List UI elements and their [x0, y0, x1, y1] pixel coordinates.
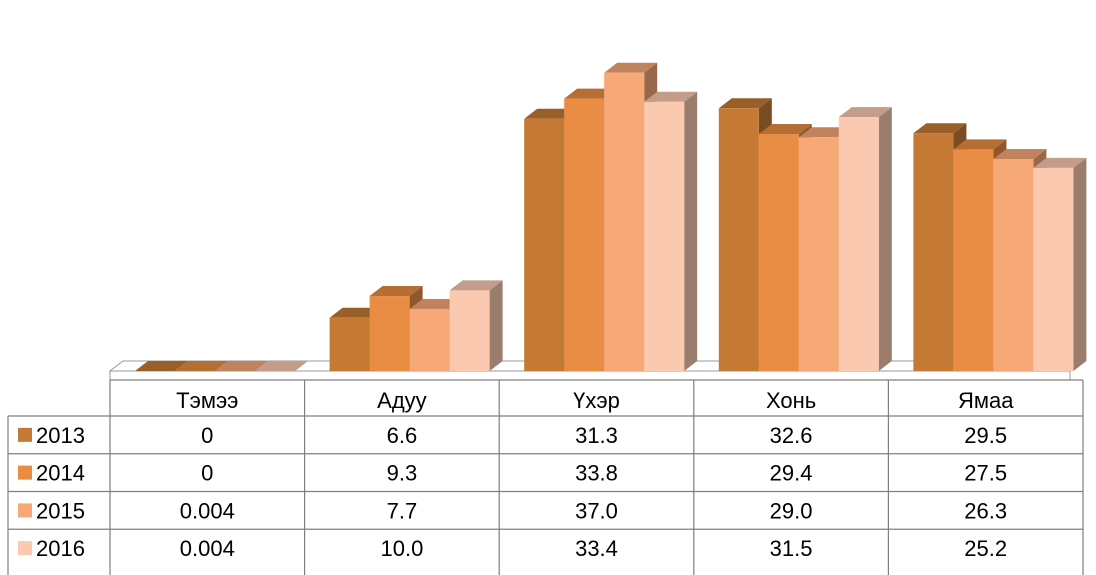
data-label-2014-2: 33.8 — [575, 461, 618, 486]
bar-side-2016-1 — [489, 280, 503, 371]
data-label-2015-1: 7.7 — [387, 498, 418, 523]
legend-label-2016: 2016 — [36, 536, 85, 561]
category-label-2: Үхэр — [573, 388, 620, 413]
category-label-0: Тэмээ — [176, 388, 238, 413]
legend-label-2013: 2013 — [36, 423, 85, 448]
bar-2014-1 — [369, 296, 410, 371]
bar-2016-3 — [838, 117, 879, 371]
legend-key-2016 — [18, 541, 32, 556]
bar-side-2016-4 — [1073, 157, 1087, 371]
bar-top-2016-3 — [838, 107, 892, 118]
bar-2016-1 — [449, 290, 490, 371]
bar-top-2015-3 — [798, 127, 852, 138]
data-label-2013-1: 6.6 — [387, 423, 418, 448]
legend-label-2015: 2015 — [36, 498, 85, 523]
legend-key-2015 — [18, 503, 32, 518]
category-label-4: Ямаа — [958, 388, 1014, 413]
bar-top-2016-1 — [449, 280, 503, 291]
bar-top-2013-3 — [718, 98, 772, 109]
category-label-1: Адуу — [377, 388, 427, 413]
data-label-2014-3: 29.4 — [770, 461, 813, 486]
data-label-2014-0: 0 — [201, 461, 213, 486]
bar-top-2014-1 — [369, 286, 423, 297]
bar-top-2013-0 — [135, 361, 188, 371]
bar-2015-4 — [993, 159, 1034, 371]
bar-top-2014-2 — [564, 88, 618, 99]
data-label-2015-4: 26.3 — [964, 498, 1007, 523]
data-label-2013-0: 0 — [201, 423, 213, 448]
bar-2016-2 — [644, 101, 685, 372]
data-label-2016-2: 33.4 — [575, 536, 618, 561]
bar-top-2015-1 — [409, 298, 463, 309]
bar-2013-2 — [524, 118, 565, 371]
bar-top-2013-2 — [524, 108, 578, 119]
data-label-2016-3: 31.5 — [770, 536, 813, 561]
bar-2015-2 — [604, 72, 645, 371]
bar-top-2013-4 — [913, 123, 967, 134]
bar-top-2014-3 — [758, 124, 812, 135]
bar-2015-3 — [798, 137, 839, 371]
bar-2013-3 — [718, 108, 759, 371]
bar-2014-3 — [758, 134, 799, 371]
data-label-2016-1: 10.0 — [380, 536, 423, 561]
data-label-2013-2: 31.3 — [575, 423, 618, 448]
data-label-2015-2: 37.0 — [575, 498, 618, 523]
bar-top-2014-0 — [175, 361, 228, 371]
bar-side-2016-3 — [878, 107, 892, 372]
data-label-2015-0: 0.004 — [180, 498, 235, 523]
bar-top-2014-4 — [953, 139, 1007, 150]
bar-2016-4 — [1033, 167, 1074, 371]
bar-top-2016-4 — [1033, 157, 1087, 168]
bar-2014-2 — [564, 98, 605, 372]
legend-key-2014 — [18, 465, 32, 480]
bar-2013-4 — [913, 133, 954, 371]
data-label-2014-4: 27.5 — [964, 461, 1007, 486]
category-label-3: Хонь — [766, 388, 816, 413]
legend-key-2013 — [18, 427, 32, 442]
bar-2013-1 — [329, 317, 370, 371]
legend-label-2014: 2014 — [36, 461, 85, 486]
data-label-2013-3: 32.6 — [770, 423, 813, 448]
bar-2014-4 — [953, 149, 994, 371]
data-label-2016-0: 0.004 — [180, 536, 235, 561]
bar-top-2015-2 — [604, 62, 658, 73]
bar-top-2013-1 — [329, 307, 383, 318]
bar-top-2016-2 — [644, 91, 698, 102]
bar-side-2016-2 — [684, 91, 698, 372]
bar-side-2016-0 — [295, 360, 308, 371]
data-label-2015-3: 29.0 — [770, 498, 813, 523]
bar-top-2015-0 — [215, 360, 268, 371]
bar-top-2015-4 — [993, 149, 1047, 160]
data-label-2016-4: 25.2 — [964, 536, 1007, 561]
chart-floor-edge — [109, 370, 1071, 381]
bar-top-2016-0 — [255, 360, 308, 371]
data-label-2014-1: 9.3 — [387, 461, 418, 486]
data-label-2013-4: 29.5 — [964, 423, 1007, 448]
bar-2015-1 — [409, 308, 450, 371]
